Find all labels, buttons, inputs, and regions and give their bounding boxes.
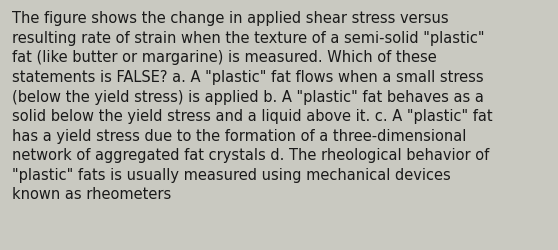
- Text: The figure shows the change in applied shear stress versus
resulting rate of str: The figure shows the change in applied s…: [12, 11, 493, 202]
